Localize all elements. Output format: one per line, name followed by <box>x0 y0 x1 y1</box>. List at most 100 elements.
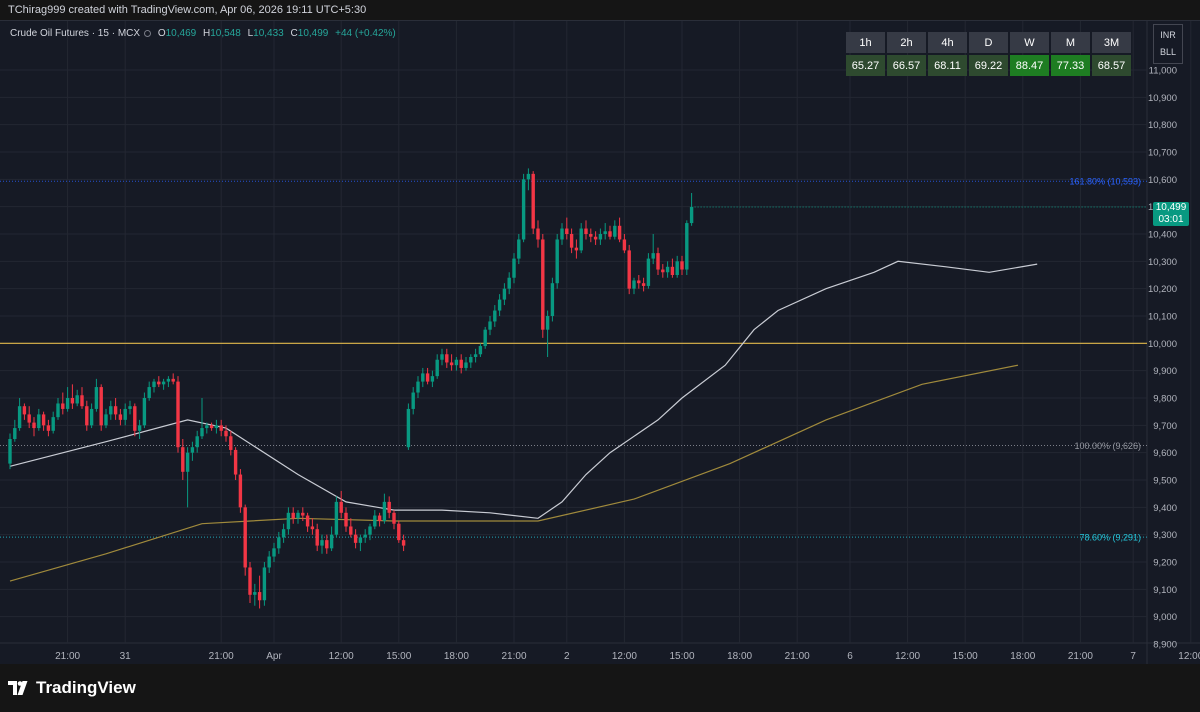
candle-body <box>617 225 622 240</box>
y-tick-label: 9,800 <box>1153 394 1177 405</box>
x-tick-label: Apr <box>266 651 282 662</box>
candle-body <box>521 179 526 240</box>
y-tick-label: 8,900 <box>1153 640 1177 651</box>
tf-header: 4h <box>928 32 967 53</box>
moving-average-fast <box>9 260 1038 519</box>
currency-unit-selector[interactable]: INR BLL <box>1153 24 1183 64</box>
candle-body <box>387 501 391 513</box>
candle-body <box>205 425 209 429</box>
candle-body <box>641 283 646 286</box>
candle-body <box>545 316 550 330</box>
candle-body <box>209 425 214 429</box>
candle-body <box>627 250 631 289</box>
candle-body <box>608 231 612 237</box>
candle-body <box>214 425 219 429</box>
candle-body <box>473 354 478 357</box>
candle-body <box>449 362 454 366</box>
close-value: 10,499 <box>297 28 329 39</box>
candle-body <box>253 592 257 595</box>
chart-caption: TChirag999 created with TradingView.com,… <box>8 4 367 16</box>
unit-label: BLL <box>1159 47 1176 57</box>
candle-body <box>353 534 358 543</box>
candle-body <box>301 512 305 516</box>
candle-body <box>166 378 171 382</box>
price-chart[interactable]: 11,00010,90010,80010,70010,60010,50010,4… <box>0 21 1200 664</box>
high-label: H <box>202 28 211 39</box>
candle-body <box>176 381 180 448</box>
candle-body <box>320 540 324 546</box>
candle-body <box>181 447 185 472</box>
candle-body <box>493 310 497 322</box>
moving-average-slow <box>9 364 1019 582</box>
x-tick-label: 7 <box>1130 651 1136 662</box>
x-tick-label: 15:00 <box>953 651 978 662</box>
y-tick-label: 10,000 <box>1148 339 1177 350</box>
candle-body <box>70 398 75 404</box>
candle-body <box>406 408 411 448</box>
candle-body <box>200 428 204 437</box>
x-tick-label: 21:00 <box>501 651 526 662</box>
candle-body <box>262 567 267 601</box>
fib-level-label: 161.80% (10,593) <box>1069 177 1141 187</box>
tf-value: 65.27 <box>846 55 885 76</box>
chart-area[interactable]: 11,00010,90010,80010,70010,60010,50010,4… <box>0 20 1200 665</box>
x-tick-label: 12:00 <box>329 651 354 662</box>
candle-body <box>224 430 228 437</box>
candle-body <box>238 474 243 508</box>
x-tick-label: 2 <box>564 651 570 662</box>
fib-level-label: 100.00% (9,626) <box>1074 441 1141 451</box>
tradingview-logo[interactable]: TradingView <box>8 678 136 698</box>
candle-body <box>65 398 70 409</box>
candle-body <box>195 436 199 448</box>
candle-body <box>46 425 51 431</box>
candle-body <box>8 439 12 464</box>
y-tick-label: 10,700 <box>1148 148 1177 159</box>
candle-body <box>550 283 555 316</box>
candle-body <box>281 529 286 538</box>
candle-body <box>401 540 406 546</box>
open-label: O <box>157 28 166 39</box>
candle-body <box>425 373 430 382</box>
x-tick-label: 21:00 <box>785 651 810 662</box>
candle-body <box>291 512 295 519</box>
candle-body <box>593 236 598 240</box>
candle-body <box>99 387 103 426</box>
candle-body <box>435 359 439 377</box>
candle-body <box>267 556 271 568</box>
candle-body <box>286 512 291 530</box>
candle-body <box>464 362 468 368</box>
candle-body <box>61 403 65 409</box>
x-tick-label: 18:00 <box>727 651 752 662</box>
open-value: 10,469 <box>165 28 197 39</box>
candle-body <box>680 261 684 270</box>
tf-header: 3M <box>1092 32 1131 53</box>
candle-body <box>656 253 660 270</box>
candle-body <box>363 534 367 538</box>
candle-body <box>589 234 593 237</box>
candle-body <box>104 414 108 426</box>
candle-body <box>109 406 113 415</box>
symbol-legend: Crude Oil Futures · 15 · MCX O10,469 H10… <box>10 28 396 39</box>
x-tick-label: 18:00 <box>1010 651 1035 662</box>
candle-body <box>483 329 487 347</box>
candle-body <box>80 395 84 407</box>
candle-body <box>325 540 329 549</box>
candle-body <box>632 280 636 289</box>
candle-body <box>574 247 579 251</box>
currency-label: INR <box>1160 30 1176 40</box>
candle-body <box>229 436 233 450</box>
tf-header: M <box>1051 32 1090 53</box>
x-tick-label: 21:00 <box>55 651 80 662</box>
low-value: 10,433 <box>253 28 284 39</box>
candle-body <box>152 381 156 388</box>
candle-body <box>118 414 123 420</box>
candle-body <box>305 515 310 527</box>
y-tick-label: 9,600 <box>1153 448 1177 459</box>
candle-body <box>584 228 588 234</box>
candle-body <box>368 526 372 535</box>
candle-body <box>670 266 675 275</box>
candle-body <box>478 346 483 355</box>
candle-body <box>358 537 363 543</box>
x-tick-label: 12:00 <box>1178 651 1200 662</box>
candle-body <box>142 398 147 426</box>
